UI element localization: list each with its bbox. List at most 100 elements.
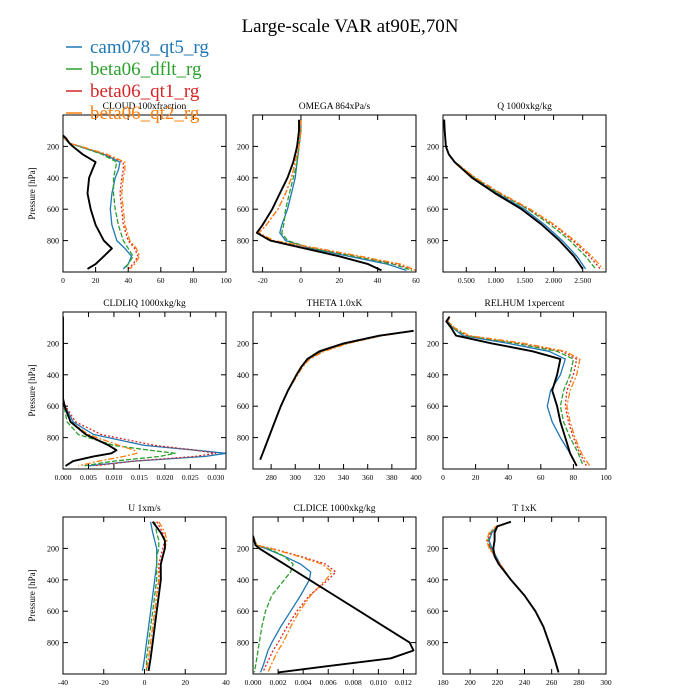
x-tick-label: 0.010 — [106, 473, 123, 482]
x-tick-label: 0.030 — [207, 473, 224, 482]
x-tick-label: 180 — [437, 678, 449, 687]
legend-entry: beta06_qt2_rg — [90, 103, 200, 124]
legend-entry: cam078_qt5_rg — [90, 37, 209, 58]
plot-frame — [62, 516, 227, 675]
y-tick-label: 200 — [427, 544, 439, 553]
series-line-beta06_qt2_rg — [253, 535, 333, 673]
series-line-beta06_dflt_rg — [259, 330, 414, 460]
series-line-beta06_dflt_rg — [443, 119, 597, 270]
x-tick-label: 0.500 — [458, 276, 475, 285]
y-tick-label: 600 — [237, 205, 249, 214]
panel-lines — [141, 521, 168, 672]
x-tick-label: 0.020 — [156, 473, 173, 482]
y-tick-label: 600 — [237, 402, 249, 411]
panel-2: 200 400 600 800 -20 0 20 40 60 OMEGA 864xPa/s — [237, 102, 420, 285]
y-tick-label: 400 — [47, 576, 59, 585]
y-tick-label: 800 — [427, 639, 439, 648]
legend-entry: beta06_qt1_rg — [90, 81, 200, 102]
x-tick-label: 260 — [546, 678, 558, 687]
y-tick-label: 200 — [237, 339, 249, 348]
series-line-beta06_dflt_rg — [447, 316, 584, 467]
x-tick-label: 380 — [386, 473, 398, 482]
panel-title: CLDLIQ 1000xkg/kg — [103, 299, 186, 309]
series-line-beta06_qt1_rg — [253, 535, 337, 673]
series-line-cam078_qt5_rg — [259, 330, 414, 460]
x-tick-label: -20 — [258, 276, 268, 285]
x-tick-label: 100 — [600, 473, 612, 482]
series-reference-line — [445, 316, 578, 467]
x-tick-label: 40 — [124, 276, 132, 285]
legend: cam078_qt5_rgbeta06_dflt_rgbeta06_qt1_rg… — [66, 37, 209, 124]
panel-lines — [255, 119, 416, 272]
series-line-beta06_qt1_rg — [443, 119, 601, 270]
panel-title: T 1xK — [512, 504, 537, 514]
x-tick-label: 80 — [190, 276, 198, 285]
x-tick-label: 340 — [338, 473, 350, 482]
y-tick-label: 200 — [427, 142, 439, 151]
y-tick-label: 400 — [47, 174, 59, 183]
panel-lines — [63, 134, 141, 270]
y-tick-label: 400 — [237, 576, 249, 585]
y-tick-label: 600 — [47, 607, 59, 616]
panel-4: 200 400 600 800 0.000 0.005 0.010 0.015 0.020 0.0… — [27, 299, 227, 482]
x-tick-label: 80 — [570, 473, 578, 482]
panel-1: 200 400 600 800 0 20 40 60 80 100 CLOUD 100xfracti… — [27, 101, 232, 285]
plot-frame — [252, 311, 417, 470]
plot-frame — [252, 516, 417, 675]
x-tick-label: 280 — [265, 473, 277, 482]
y-tick-label: 400 — [237, 174, 249, 183]
x-tick-label: 0.000 — [55, 473, 72, 482]
plot-frame — [62, 114, 227, 273]
panel-lines — [485, 520, 560, 673]
y-tick-label: 600 — [427, 607, 439, 616]
x-tick-label: 220 — [492, 678, 504, 687]
y-tick-label: 600 — [47, 402, 59, 411]
x-tick-label: -40 — [58, 678, 68, 687]
y-tick-label: 800 — [47, 639, 59, 648]
series-line-beta06_qt2_rg — [63, 135, 141, 270]
y-tick-label: 800 — [427, 237, 439, 246]
x-tick-label: 0 — [441, 473, 445, 482]
series-line-beta06_qt1_rg — [487, 521, 560, 673]
series-reference-line — [492, 520, 560, 673]
y-axis-label: Pressure [hPa] — [27, 569, 37, 621]
series-reference-line — [63, 316, 118, 467]
x-tick-label: 0.008 — [345, 678, 362, 687]
x-tick-label: 300 — [600, 678, 612, 687]
y-tick-label: 800 — [47, 434, 59, 443]
series-reference-line — [443, 119, 584, 270]
series-line-cam078_qt5_rg — [63, 135, 133, 270]
panel-title: THETA 1.0xK — [307, 299, 363, 309]
x-tick-label: 100 — [220, 276, 232, 285]
x-tick-label: 0.002 — [270, 678, 287, 687]
x-tick-label: 0.004 — [295, 678, 312, 687]
figure-title: Large-scale VAR at90E,70N — [242, 16, 459, 37]
x-tick-label: 2.500 — [574, 276, 591, 285]
panel-lines — [253, 535, 415, 674]
y-tick-label: 200 — [237, 544, 249, 553]
series-line-cam078_qt5_rg — [141, 521, 158, 672]
y-tick-label: 400 — [427, 576, 439, 585]
panel-title: CLDICE 1000xkg/kg — [293, 504, 375, 514]
series-reference-line — [63, 134, 113, 270]
x-tick-label: 0.012 — [395, 678, 412, 687]
x-tick-label: 60 — [537, 473, 545, 482]
x-tick-label: 240 — [519, 678, 531, 687]
plot-frame — [442, 114, 607, 273]
y-axis-label: Pressure [hPa] — [27, 364, 37, 416]
x-tick-label: 20 — [182, 678, 190, 687]
x-tick-label: 0 — [299, 276, 303, 285]
x-tick-label: 60 — [157, 276, 165, 285]
x-tick-label: 0.006 — [320, 678, 337, 687]
panel-title: OMEGA 864xPa/s — [299, 102, 371, 112]
x-tick-label: 0 — [143, 678, 147, 687]
series-line-beta06_dflt_rg — [63, 316, 176, 467]
series-line-beta06_qt2_rg — [258, 119, 416, 272]
series-line-cam078_qt5_rg — [488, 521, 560, 673]
y-tick-label: 600 — [237, 607, 249, 616]
x-tick-label: 300 — [290, 473, 302, 482]
x-tick-label: 0 — [61, 276, 65, 285]
x-tick-label: 40 — [222, 678, 230, 687]
y-tick-label: 400 — [47, 371, 59, 380]
series-line-cam078_qt5_rg — [63, 316, 226, 467]
